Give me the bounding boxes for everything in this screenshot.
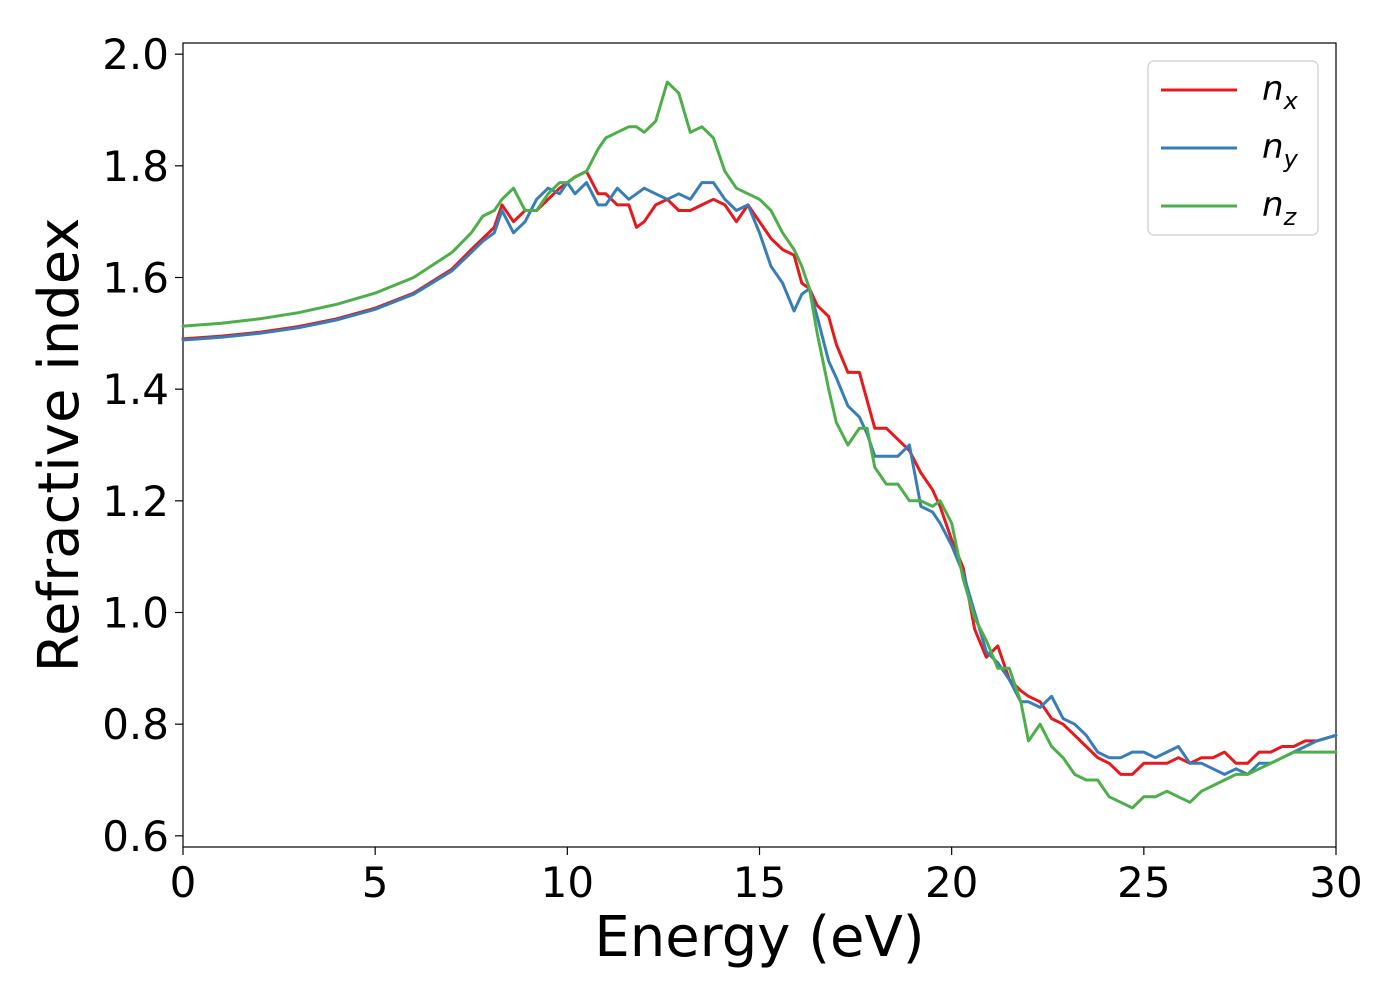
legend-label-main: n [1262, 185, 1284, 225]
series-layer [181, 80, 1338, 810]
y-axis-ticks: 0.6 0.8 1.0 1.2 1.4 1.6 1.8 2.0 [102, 30, 183, 861]
y-tick-label: 2.0 [102, 30, 169, 79]
x-tick-label: 15 [733, 858, 786, 907]
legend-label-n-x: nx [1262, 69, 1299, 115]
series-line-n-z [181, 80, 1338, 810]
x-tick-label: 0 [170, 858, 197, 907]
series-line-n-y [181, 181, 1338, 776]
legend-label-subscript: z [1283, 203, 1298, 231]
x-axis-ticks: 0 5 10 15 20 25 30 [170, 847, 1363, 907]
x-axis-title: Energy (eV) [594, 905, 924, 970]
legend-label-main: n [1262, 69, 1284, 109]
x-tick-label: 30 [1309, 858, 1362, 907]
x-tick-label: 25 [1117, 858, 1170, 907]
y-tick-label: 1.8 [102, 142, 169, 191]
y-tick-label: 0.8 [102, 700, 169, 749]
y-tick-label: 1.4 [102, 365, 169, 414]
x-tick-label: 20 [925, 858, 978, 907]
x-tick-label: 10 [541, 858, 594, 907]
y-tick-label: 1.2 [102, 477, 169, 526]
legend-label-n-z: nz [1262, 185, 1298, 231]
y-axis-title: Refractive index [27, 218, 92, 673]
y-tick-label: 1.0 [102, 589, 169, 638]
x-tick-label: 5 [362, 858, 389, 907]
legend-label-main: n [1262, 127, 1284, 167]
legend-label-subscript: y [1283, 145, 1299, 173]
legend-label-subscript: x [1283, 87, 1299, 115]
plot-area: 0 5 10 15 20 25 30 0.6 0.8 1.0 1.2 1.4 1.6 1.8 2.0 [102, 30, 1363, 907]
y-tick-label: 1.6 [102, 254, 169, 303]
series-line-n-x [181, 169, 1338, 776]
legend-label-n-y: ny [1262, 127, 1299, 173]
y-tick-label: 0.6 [102, 812, 169, 861]
